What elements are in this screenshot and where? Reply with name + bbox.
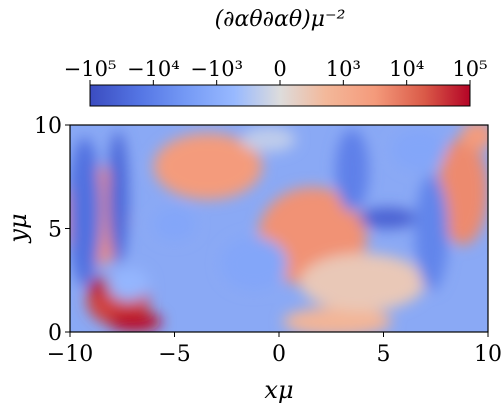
colorbar-tick-label: 0 <box>273 57 286 81</box>
y-axis-label: yμ <box>4 213 32 243</box>
x-tick-label: 5 <box>377 342 391 367</box>
colorbar-tick-labels: −10⁵ −10⁴ −10³ 0 10³ 10⁴ 10⁵ <box>64 57 488 81</box>
heatmap-region <box>283 307 392 332</box>
heatmap-region <box>335 129 369 212</box>
colorbar-tick-label: 10⁵ <box>452 57 487 81</box>
x-tick-label: −5 <box>158 342 190 367</box>
x-tick-label: 10 <box>474 342 502 367</box>
heatmap-region <box>220 236 288 291</box>
y-tick-label: 0 <box>48 321 62 346</box>
heatmap-region <box>107 311 162 332</box>
heatmap-region <box>414 174 449 291</box>
colorbar-title: (∂αθ∂αθ)μ⁻² <box>215 7 346 32</box>
colorbar-tick-label: 10³ <box>326 57 361 81</box>
colorbar <box>89 84 471 107</box>
colorbar-ticks <box>89 80 471 85</box>
heatmap-region <box>88 278 110 295</box>
plot-area <box>70 125 488 332</box>
colorbar-tick-label: 10⁴ <box>389 57 424 81</box>
y-axis-ticks: 0 5 10 <box>34 114 70 346</box>
x-axis-ticks: −10 −5 0 5 10 <box>47 332 502 367</box>
heatmap-region <box>70 137 102 287</box>
heatmap-region <box>299 253 426 312</box>
colorbar-tick-label: −10⁴ <box>127 57 180 81</box>
colorbar-tick-label: −10⁵ <box>64 57 117 81</box>
x-axis-label: xμ <box>264 376 293 404</box>
heatmap-region <box>153 133 263 200</box>
heatmap-region <box>437 137 488 246</box>
heatmap-region <box>358 207 417 229</box>
x-tick-label: 0 <box>272 342 286 367</box>
heatmap-region <box>241 127 296 152</box>
y-tick-label: 10 <box>34 114 62 139</box>
heatmap-region <box>107 267 150 301</box>
heatmap-region <box>107 131 129 264</box>
colorbar-tick-label: −10³ <box>190 57 243 81</box>
heatmap-region <box>391 129 447 171</box>
heatmap-region <box>153 207 196 241</box>
heatmap-region <box>460 125 488 150</box>
x-tick-label: −10 <box>47 342 93 367</box>
y-tick-label: 5 <box>48 218 62 243</box>
